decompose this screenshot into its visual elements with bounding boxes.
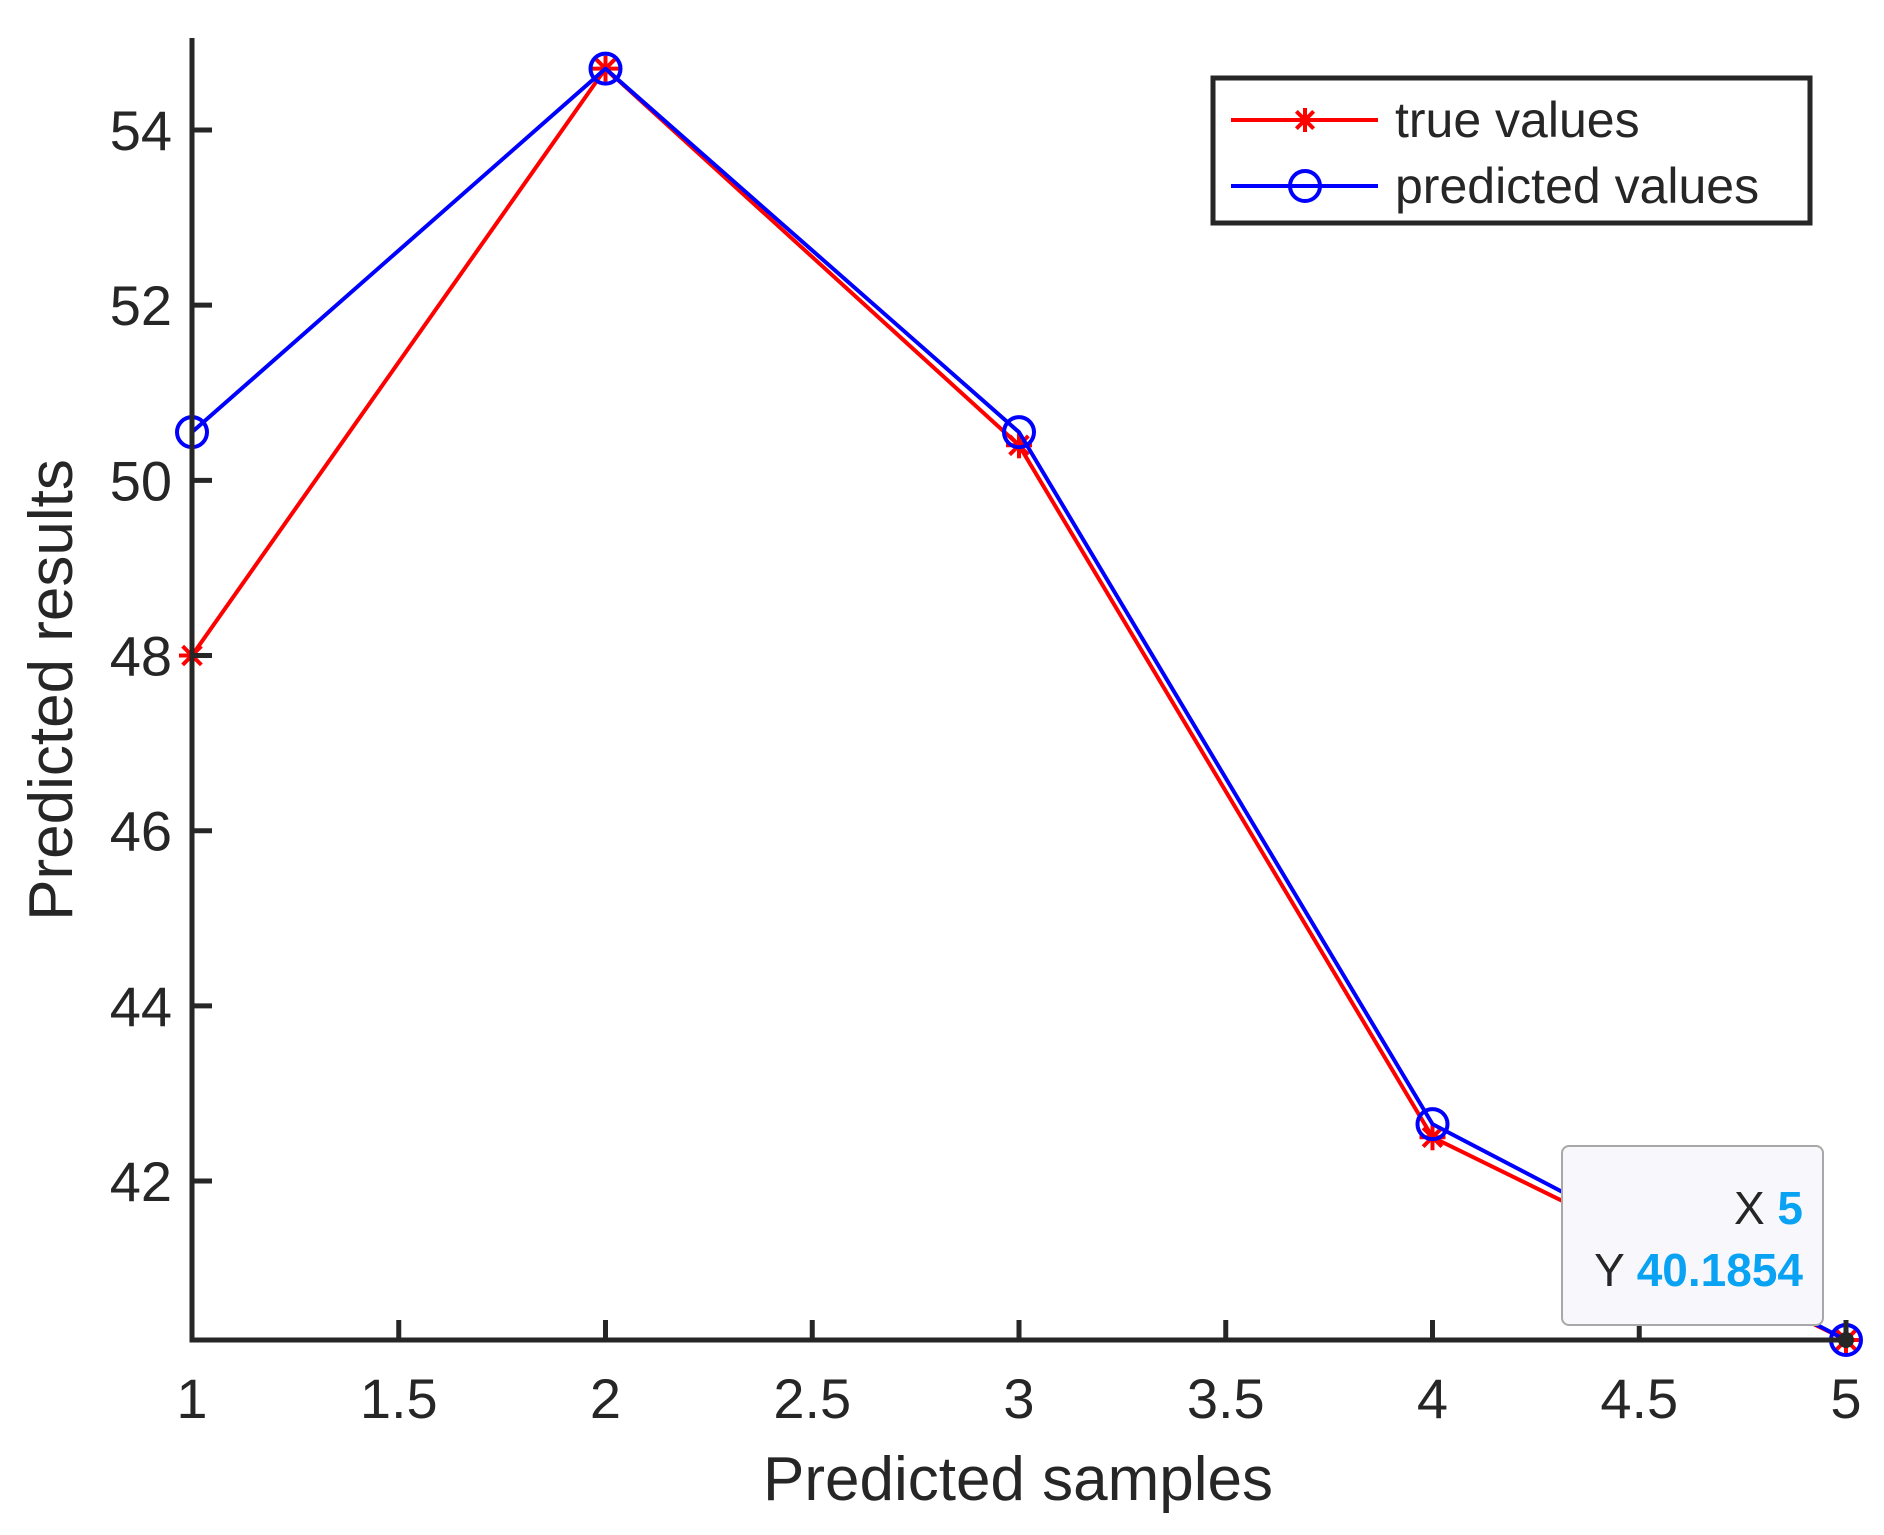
x-tick-label: 2 [590,1367,621,1430]
x-tick-label: 3.5 [1187,1367,1265,1430]
x-axis-title: Predicted samples [763,1445,1273,1514]
legend-marker-predicted-values [1288,169,1322,203]
y-tick-label: 54 [110,99,172,162]
y-tick-label: 44 [110,975,172,1038]
marker-stroke [1294,109,1316,131]
legend-label-predicted-values: predicted values [1395,158,1759,214]
x-tick-label: 1.5 [360,1367,438,1430]
legend-marker-true-values [1293,108,1317,132]
datatip-y-row: Y 40.1854 [1594,1244,1803,1296]
y-tick-label: 46 [110,800,172,863]
y-axis-title: Predicted results [17,459,86,921]
legend-label-true-values: true values [1395,92,1640,148]
data-point-predicted-values[interactable] [1002,415,1036,450]
datatip-x-row: X 5 [1734,1182,1803,1234]
legend[interactable]: true values predicted values [1210,75,1813,226]
y-tick-label: 42 [110,1150,172,1213]
axes: 1 1.5 2 2.5 3 3.5 4 4.5 5 42 44 46 48 50 52 54 [110,38,1862,1430]
x-tick-label: 4.5 [1600,1367,1678,1430]
datatip-x-value: 5 [1777,1182,1803,1234]
datatip-box [1561,1145,1824,1326]
y-tick-label: 48 [110,625,172,688]
x-tick-label: 4 [1417,1367,1448,1430]
x-tick-label: 5 [1830,1367,1861,1430]
data-point-predicted-values[interactable] [1415,1107,1450,1142]
datatip-y-value: 40.1854 [1637,1244,1804,1296]
y-tick-label: 50 [110,449,172,512]
data-point-predicted-values[interactable] [588,51,623,86]
datatip-x-key: X [1734,1182,1777,1234]
datatip[interactable]: X 5 Y 40.1854 [1561,1145,1854,1348]
x-tick-label: 2.5 [773,1367,851,1430]
datatip-anchor-dot[interactable] [1838,1332,1854,1348]
x-tick-label: 3 [1003,1367,1034,1430]
x-tick-label: 1 [176,1367,207,1430]
y-tick-label: 52 [110,274,172,337]
datatip-y-key: Y [1594,1244,1637,1296]
